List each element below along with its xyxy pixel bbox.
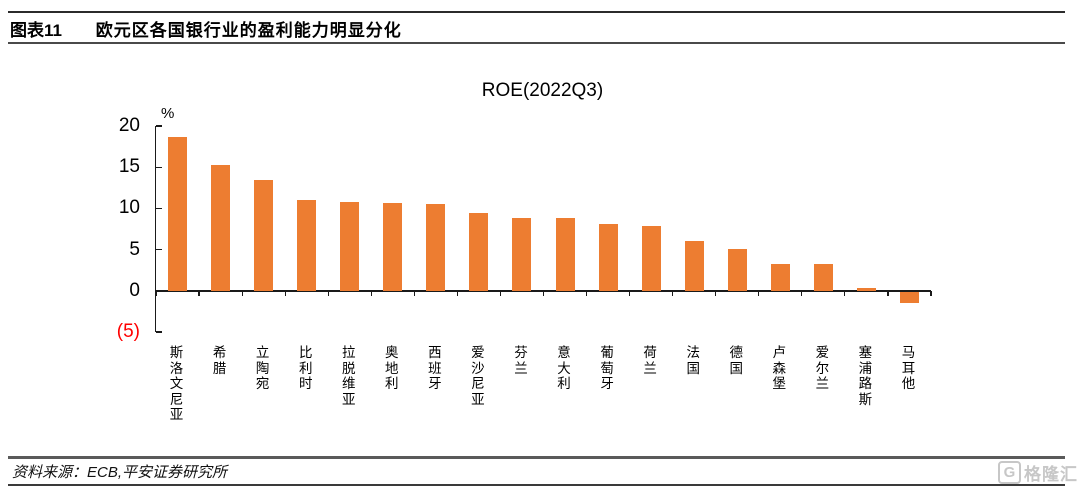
x-axis-category-label: 芬兰 bbox=[514, 345, 528, 376]
chart-title: ROE(2022Q3) bbox=[481, 80, 604, 101]
x-axis-tick bbox=[327, 290, 329, 297]
source-note: 资料来源：ECB,平安证券研究所 bbox=[12, 464, 228, 481]
bar-11 bbox=[598, 224, 618, 291]
x-axis-tick bbox=[198, 290, 200, 297]
bar-6 bbox=[383, 202, 403, 291]
x-axis-category-label: 法国 bbox=[686, 345, 700, 376]
x-axis-tick bbox=[155, 290, 157, 297]
x-axis-category-label: 荷兰 bbox=[643, 345, 657, 376]
x-axis-tick bbox=[456, 290, 458, 297]
gelonghui-logo-text: 格隆汇 bbox=[1024, 465, 1078, 484]
x-axis-tick bbox=[629, 290, 631, 297]
x-axis-category-label: 爱尔兰 bbox=[815, 345, 830, 391]
bar-7 bbox=[426, 204, 446, 291]
x-axis-tick bbox=[542, 290, 545, 297]
bar-15 bbox=[770, 263, 790, 291]
y-tick-label-15: 15 bbox=[118, 156, 140, 177]
gelonghui-logo-icon: G bbox=[998, 461, 1021, 484]
x-axis-tick bbox=[672, 290, 674, 297]
x-axis-tick bbox=[241, 290, 243, 297]
bar-12 bbox=[641, 225, 661, 291]
bar-1 bbox=[168, 136, 188, 291]
bar-17 bbox=[856, 288, 876, 291]
bar-8 bbox=[469, 213, 489, 291]
gelonghui-watermark: G 格隆汇 bbox=[998, 460, 1078, 485]
x-axis-tick bbox=[284, 290, 286, 297]
bar-4 bbox=[297, 200, 317, 291]
x-axis-category-label: 卢森堡 bbox=[772, 345, 787, 391]
y-tick-label-20: 20 bbox=[118, 115, 140, 136]
x-axis-category-label: 葡萄牙 bbox=[600, 345, 614, 391]
x-axis-category-label: 斯洛文尼亚 bbox=[169, 345, 184, 422]
footer-bottom-rule bbox=[8, 484, 1065, 486]
x-axis-category-label: 爱沙尼亚 bbox=[471, 345, 485, 407]
figure-header: 图表11 欧元区各国银行业的盈利能力明显分化 bbox=[10, 16, 1010, 41]
x-axis-tick bbox=[715, 290, 717, 297]
bar-3 bbox=[254, 179, 274, 291]
x-axis-category-label: 马耳他 bbox=[901, 345, 916, 391]
x-axis-category-label: 意大利 bbox=[557, 345, 571, 391]
header-top-rule bbox=[8, 11, 1065, 13]
y-axis-tick bbox=[156, 249, 162, 251]
x-axis-category-label: 比利时 bbox=[298, 345, 313, 391]
x-axis-tick bbox=[801, 290, 803, 297]
header-bottom-rule bbox=[8, 42, 1065, 44]
x-axis-category-label: 西班牙 bbox=[428, 345, 442, 391]
bar-2 bbox=[211, 164, 231, 291]
x-axis-tick bbox=[413, 290, 415, 297]
x-axis-category-label: 拉脱维亚 bbox=[342, 345, 356, 407]
bar-5 bbox=[340, 201, 360, 291]
y-axis-tick bbox=[156, 207, 162, 210]
bar-18 bbox=[899, 291, 919, 304]
bar-16 bbox=[813, 264, 833, 291]
x-axis-tick bbox=[887, 290, 889, 297]
x-axis-tick bbox=[930, 290, 932, 297]
footer-top-rule bbox=[8, 456, 1065, 459]
x-axis-category-label: 立陶宛 bbox=[255, 345, 270, 391]
y-axis-unit-label: % bbox=[161, 105, 175, 122]
x-axis-tick bbox=[585, 290, 588, 297]
bar-13 bbox=[684, 241, 704, 291]
x-axis-category-labels: 斯洛文尼亚 希腊 立陶宛 比利时 拉脱维亚 奥地利 西班牙 爱沙尼亚 芬兰 意大利 葡萄牙 荷兰 法国德… bbox=[155, 345, 930, 485]
plot-area bbox=[155, 125, 932, 333]
bar-9 bbox=[512, 218, 532, 291]
x-axis-tick bbox=[370, 290, 372, 297]
x-axis-category-label: 奥地利 bbox=[385, 345, 399, 391]
y-axis-tick bbox=[156, 125, 162, 127]
figure-title: 欧元区各国银行业的盈利能力明显分化 bbox=[95, 21, 402, 40]
y-tick-label-neg5: (5) bbox=[116, 321, 140, 342]
x-axis-tick bbox=[844, 290, 846, 297]
y-axis-tick bbox=[156, 166, 162, 168]
x-axis-tick bbox=[758, 290, 760, 297]
x-axis-tick bbox=[499, 290, 502, 297]
y-tick-label-5: 5 bbox=[129, 239, 140, 260]
x-axis-category-label: 塞浦路斯 bbox=[858, 345, 873, 407]
y-axis-tick bbox=[156, 331, 162, 333]
bar-14 bbox=[727, 248, 747, 291]
x-axis-category-label: 德国 bbox=[729, 345, 744, 376]
y-tick-label-0: 0 bbox=[129, 280, 140, 301]
figure-number: 图表11 bbox=[10, 21, 62, 40]
bar-10 bbox=[555, 218, 575, 291]
y-tick-label-10: 10 bbox=[118, 197, 140, 218]
x-axis-category-label: 希腊 bbox=[212, 345, 227, 376]
